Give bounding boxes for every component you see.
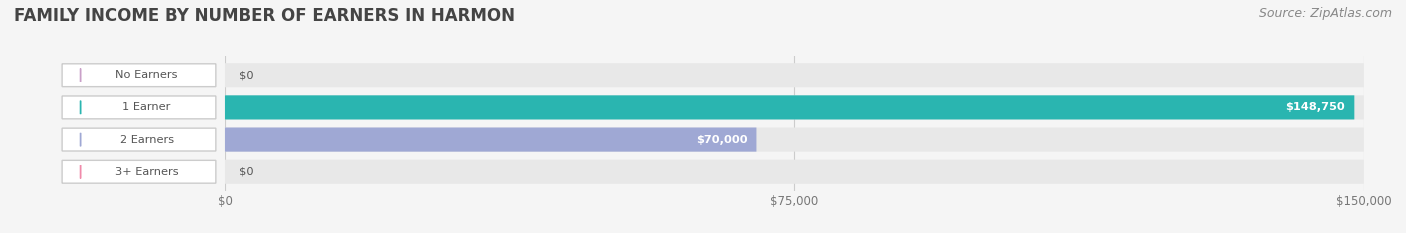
Text: $148,750: $148,750 (1285, 102, 1346, 112)
Text: $0: $0 (239, 70, 253, 80)
FancyBboxPatch shape (225, 127, 1364, 152)
Text: No Earners: No Earners (115, 70, 179, 80)
Text: 2 Earners: 2 Earners (120, 135, 174, 145)
FancyBboxPatch shape (62, 64, 217, 87)
FancyBboxPatch shape (225, 127, 756, 152)
FancyBboxPatch shape (62, 96, 217, 119)
Text: Source: ZipAtlas.com: Source: ZipAtlas.com (1258, 7, 1392, 20)
FancyBboxPatch shape (225, 63, 1364, 87)
FancyBboxPatch shape (62, 160, 217, 183)
FancyBboxPatch shape (62, 128, 217, 151)
FancyBboxPatch shape (225, 160, 1364, 184)
FancyBboxPatch shape (225, 95, 1354, 120)
Text: 1 Earner: 1 Earner (122, 102, 172, 112)
Text: 3+ Earners: 3+ Earners (115, 167, 179, 177)
Text: $0: $0 (239, 167, 253, 177)
FancyBboxPatch shape (225, 95, 1364, 120)
Text: $70,000: $70,000 (696, 135, 748, 145)
Text: FAMILY INCOME BY NUMBER OF EARNERS IN HARMON: FAMILY INCOME BY NUMBER OF EARNERS IN HA… (14, 7, 515, 25)
